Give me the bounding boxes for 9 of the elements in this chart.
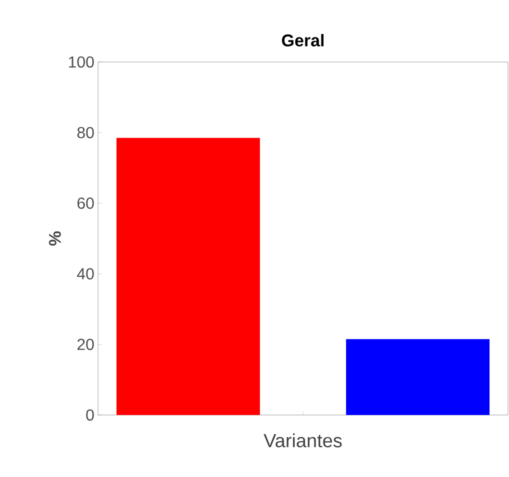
x-axis-title: Variantes [264, 433, 342, 448]
y-axis-title: % [48, 231, 61, 246]
y-tick-label: 60 [77, 198, 94, 209]
chart-title: Geral [282, 34, 324, 46]
y-tick-label: 80 [77, 126, 94, 138]
y-tick-label: 40 [77, 268, 94, 280]
y-tick-label: 100 [68, 56, 94, 68]
y-tick-label: 20 [77, 338, 94, 350]
y-tick-label: 0 [86, 409, 94, 421]
